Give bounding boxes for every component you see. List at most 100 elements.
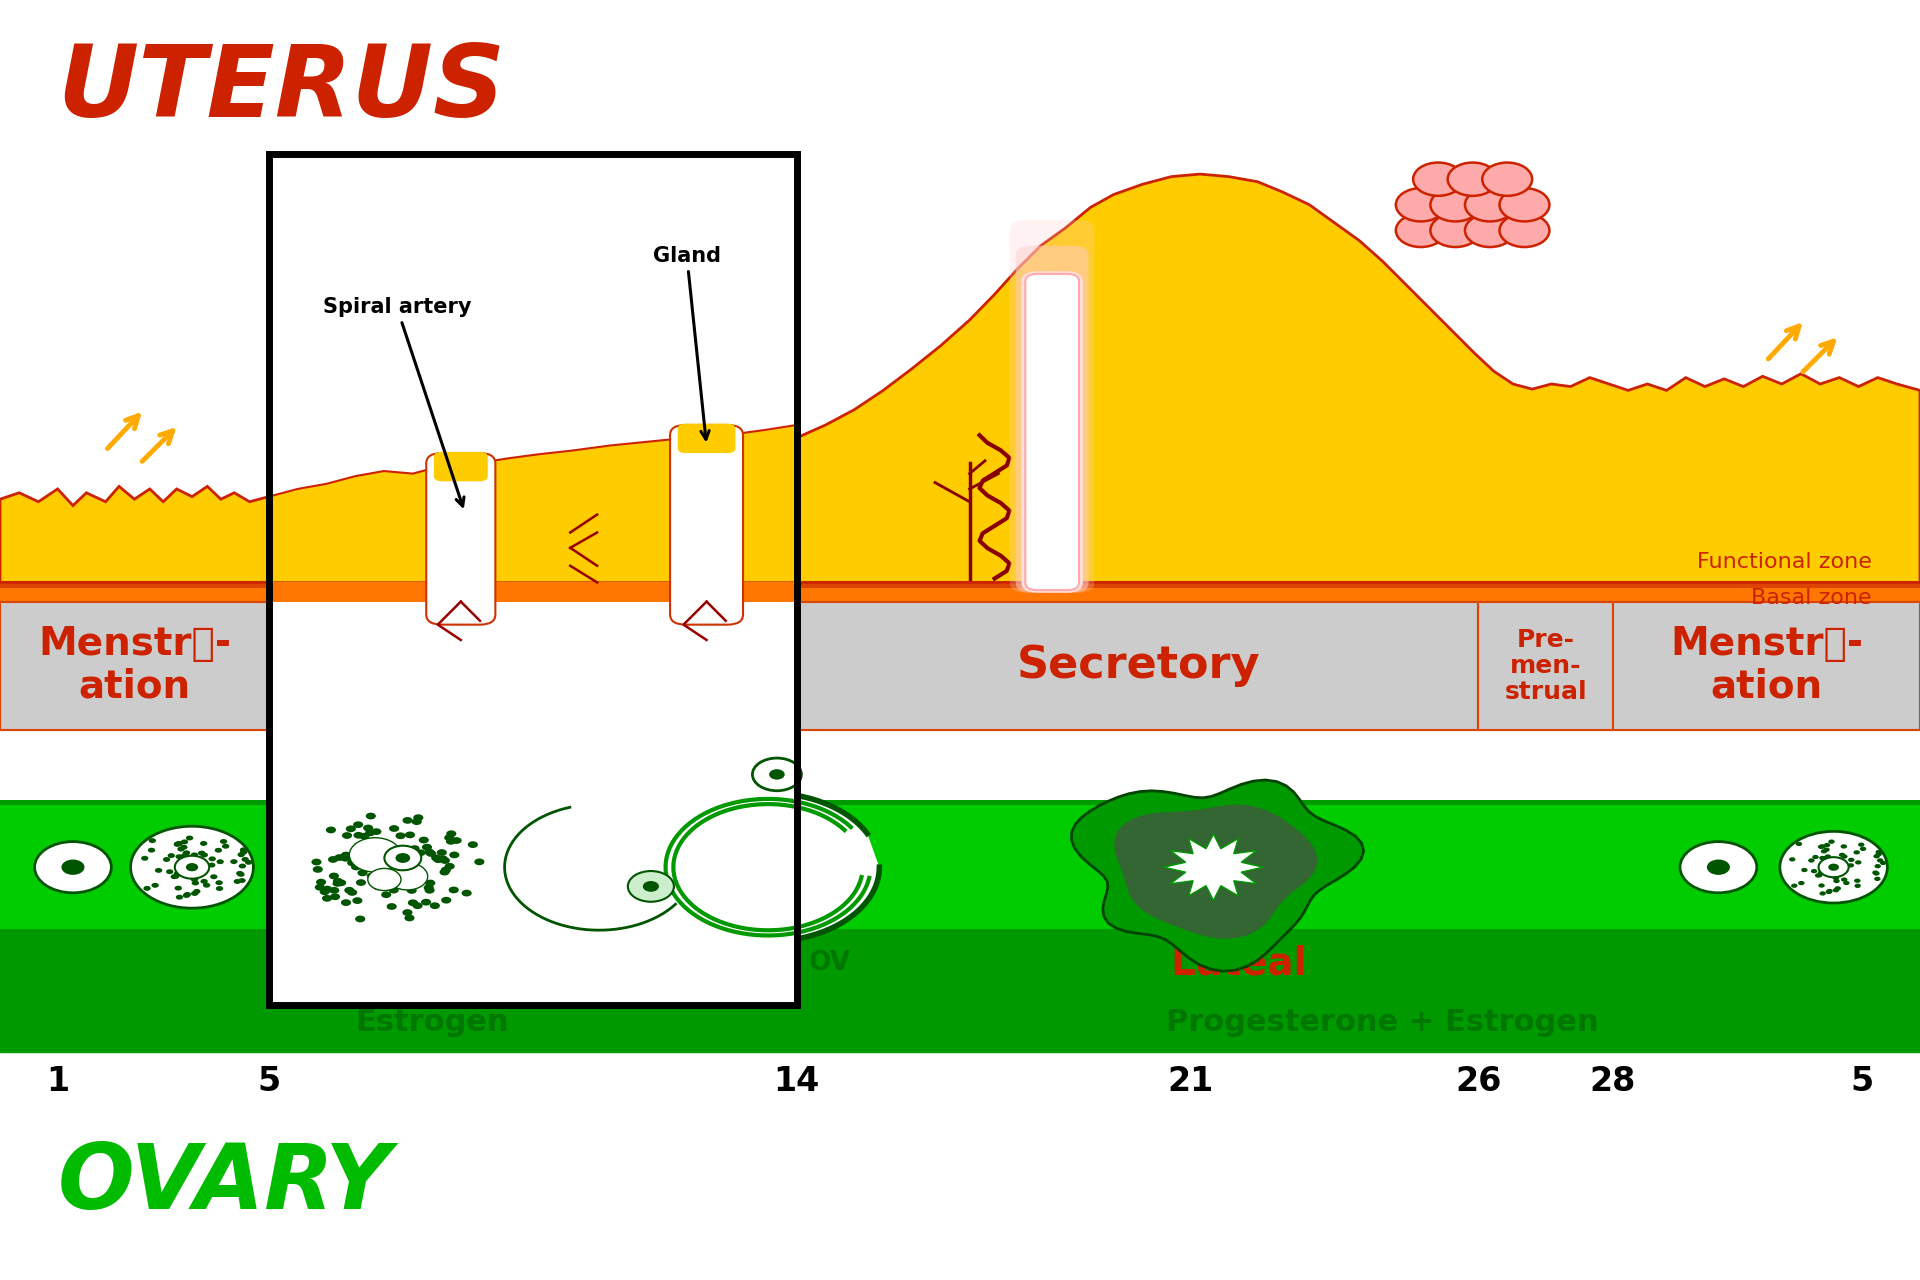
- Circle shape: [445, 863, 455, 869]
- Circle shape: [1874, 872, 1880, 876]
- Circle shape: [215, 847, 223, 852]
- Bar: [0, 582, 1920, 602]
- Circle shape: [1874, 877, 1880, 881]
- Circle shape: [1820, 849, 1828, 854]
- Circle shape: [403, 883, 413, 891]
- Circle shape: [336, 879, 346, 886]
- Text: 28: 28: [1590, 1065, 1636, 1098]
- Circle shape: [190, 877, 198, 882]
- FancyBboxPatch shape: [1025, 274, 1079, 590]
- Circle shape: [371, 874, 380, 882]
- Circle shape: [175, 854, 182, 859]
- Circle shape: [1820, 891, 1826, 896]
- Circle shape: [1809, 859, 1814, 863]
- Circle shape: [403, 817, 413, 824]
- Circle shape: [1878, 858, 1884, 863]
- Text: Secretory: Secretory: [1018, 644, 1260, 687]
- Circle shape: [230, 859, 238, 864]
- Circle shape: [204, 883, 211, 887]
- Circle shape: [461, 890, 472, 896]
- Circle shape: [1430, 188, 1480, 221]
- Circle shape: [184, 892, 192, 897]
- Circle shape: [432, 855, 442, 861]
- Text: 1: 1: [46, 1065, 69, 1098]
- Text: OV: OV: [808, 950, 851, 977]
- Circle shape: [1849, 858, 1855, 861]
- Circle shape: [1465, 188, 1515, 221]
- Circle shape: [238, 878, 246, 883]
- Circle shape: [363, 849, 372, 855]
- Circle shape: [1828, 840, 1836, 844]
- FancyBboxPatch shape: [1021, 271, 1083, 593]
- Circle shape: [1811, 869, 1818, 873]
- Circle shape: [424, 887, 434, 893]
- Circle shape: [424, 849, 434, 855]
- Circle shape: [186, 836, 194, 841]
- Circle shape: [351, 864, 361, 870]
- Circle shape: [1841, 878, 1847, 882]
- Circle shape: [1847, 863, 1855, 868]
- Circle shape: [440, 869, 449, 876]
- Circle shape: [131, 827, 253, 909]
- Circle shape: [1818, 870, 1824, 876]
- Circle shape: [200, 841, 207, 846]
- Circle shape: [171, 874, 179, 879]
- Circle shape: [175, 886, 182, 891]
- Circle shape: [1795, 842, 1803, 846]
- Circle shape: [1482, 163, 1532, 196]
- Circle shape: [1839, 852, 1845, 858]
- Circle shape: [1789, 858, 1795, 861]
- Circle shape: [238, 872, 244, 877]
- Circle shape: [770, 769, 785, 780]
- Circle shape: [1500, 188, 1549, 221]
- Text: Luteal: Luteal: [1169, 945, 1308, 982]
- Circle shape: [1500, 214, 1549, 247]
- Bar: [1613, 934, 1920, 992]
- Circle shape: [182, 850, 190, 855]
- Text: Spiral artery: Spiral artery: [323, 297, 470, 506]
- Circle shape: [442, 897, 451, 904]
- Circle shape: [407, 900, 419, 906]
- Circle shape: [434, 856, 444, 863]
- Circle shape: [1707, 860, 1730, 876]
- Circle shape: [1822, 856, 1830, 860]
- Circle shape: [1396, 214, 1446, 247]
- Circle shape: [399, 850, 409, 856]
- FancyBboxPatch shape: [1016, 246, 1089, 593]
- Bar: [797, 602, 1478, 730]
- FancyBboxPatch shape: [1010, 220, 1094, 593]
- FancyBboxPatch shape: [434, 452, 488, 481]
- Circle shape: [1843, 881, 1849, 884]
- Circle shape: [357, 869, 367, 877]
- Circle shape: [315, 884, 324, 891]
- Circle shape: [348, 890, 357, 896]
- Circle shape: [1874, 864, 1882, 868]
- Circle shape: [148, 847, 156, 852]
- Text: 5: 5: [257, 1065, 280, 1098]
- Circle shape: [753, 758, 801, 791]
- Circle shape: [1841, 845, 1847, 849]
- Circle shape: [424, 884, 434, 891]
- Text: UTERUS: UTERUS: [58, 41, 505, 138]
- Circle shape: [390, 826, 399, 832]
- Circle shape: [342, 900, 351, 906]
- Circle shape: [363, 824, 372, 831]
- Bar: [0, 800, 1920, 934]
- Circle shape: [1812, 855, 1818, 859]
- Circle shape: [1680, 842, 1757, 893]
- Circle shape: [1832, 876, 1839, 881]
- Polygon shape: [1164, 835, 1263, 900]
- Circle shape: [1799, 881, 1805, 886]
- Circle shape: [186, 863, 198, 872]
- Circle shape: [323, 886, 332, 892]
- Circle shape: [242, 856, 250, 861]
- Circle shape: [140, 856, 148, 860]
- Bar: [864, 992, 1920, 1052]
- Circle shape: [192, 881, 200, 886]
- Circle shape: [405, 915, 415, 922]
- Circle shape: [359, 833, 369, 840]
- Circle shape: [1818, 845, 1824, 849]
- Circle shape: [348, 859, 357, 867]
- Circle shape: [1872, 870, 1878, 874]
- Circle shape: [405, 832, 415, 838]
